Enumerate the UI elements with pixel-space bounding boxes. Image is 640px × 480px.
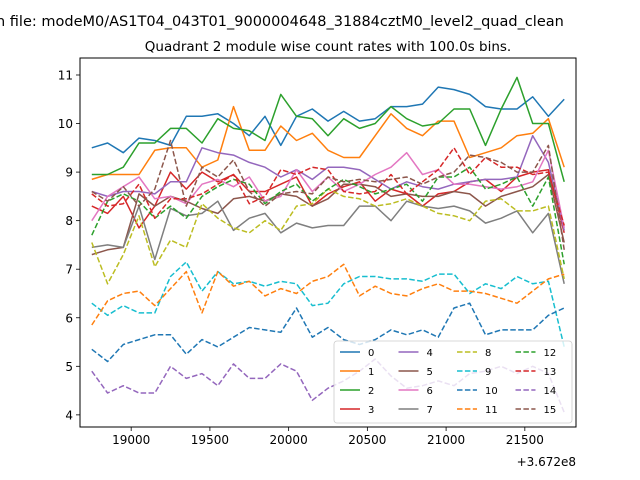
y-tick-label: 11 xyxy=(58,68,73,82)
legend-label-9: 9 xyxy=(485,367,491,378)
series-line-7 xyxy=(91,200,565,284)
series-line-5 xyxy=(91,173,565,256)
series-line-14 xyxy=(91,358,565,413)
x-tick-label: 20000 xyxy=(270,433,308,447)
legend-label-2: 2 xyxy=(368,386,374,397)
legend-label-3: 3 xyxy=(368,405,374,416)
legend-label-8: 8 xyxy=(485,348,491,359)
chart-title: Quadrant 2 module wise count rates with … xyxy=(145,39,511,55)
y-tick-label: 4 xyxy=(65,408,73,422)
legend-label-11: 11 xyxy=(485,405,498,416)
series-line-13 xyxy=(91,147,565,226)
series-line-0 xyxy=(91,86,565,154)
x-tick-label: 21000 xyxy=(427,433,465,447)
legend-label-5: 5 xyxy=(427,367,433,378)
y-tick-label: 6 xyxy=(65,311,73,325)
y-tick-label: 7 xyxy=(65,263,73,277)
legend-label-4: 4 xyxy=(427,348,433,359)
series-layer xyxy=(91,76,565,413)
series-line-15 xyxy=(91,139,565,250)
series-line-4 xyxy=(91,134,565,231)
legend-label-12: 12 xyxy=(544,348,557,359)
y-tick-label: 9 xyxy=(65,166,73,180)
series-line-10 xyxy=(91,302,565,363)
y-tick-label: 5 xyxy=(65,360,73,374)
x-offset-text: +3.672e8 xyxy=(517,455,576,469)
series-line-2 xyxy=(91,76,565,182)
legend-label-14: 14 xyxy=(544,386,557,397)
legend-label-7: 7 xyxy=(427,405,433,416)
chart-suptitle: n file: modeM0/AS1T04_043T01_9000004648_… xyxy=(0,14,564,30)
legend-label-1: 1 xyxy=(368,367,374,378)
y-tick-label: 8 xyxy=(65,214,73,228)
x-tick-label: 21500 xyxy=(506,433,544,447)
legend-label-10: 10 xyxy=(485,386,498,397)
series-line-11 xyxy=(91,263,565,326)
legend-label-6: 6 xyxy=(427,386,433,397)
x-tick-label: 19500 xyxy=(191,433,229,447)
legend-label-15: 15 xyxy=(544,405,557,416)
x-tick-label: 19000 xyxy=(112,433,150,447)
series-line-12 xyxy=(91,166,565,265)
series-line-9 xyxy=(91,261,565,348)
plot-frame xyxy=(79,57,577,428)
legend-label-0: 0 xyxy=(368,348,374,359)
series-line-1 xyxy=(91,105,565,181)
legend-box xyxy=(333,340,573,424)
y-tick-label: 10 xyxy=(58,117,73,131)
x-tick-label: 20500 xyxy=(348,433,386,447)
legend-label-13: 13 xyxy=(544,367,557,378)
